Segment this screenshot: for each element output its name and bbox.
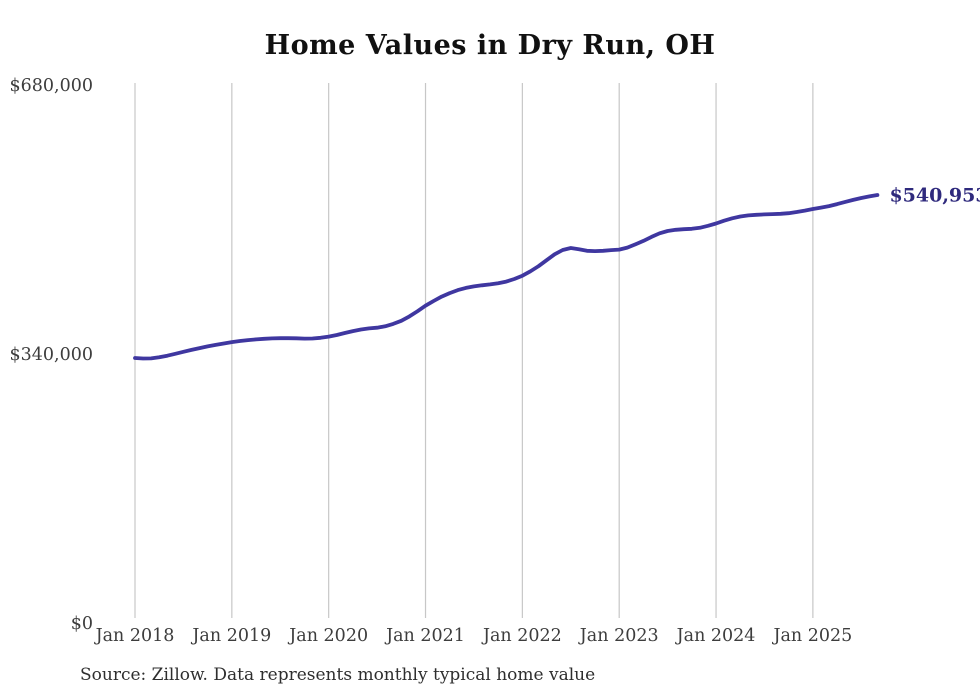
y-axis-tick-label: $340,000 xyxy=(9,345,93,365)
source-note: Source: Zillow. Data represents monthly … xyxy=(80,665,596,685)
y-axis-tick-label: $0 xyxy=(71,614,93,634)
x-axis-tick-label: Jan 2023 xyxy=(578,626,659,646)
home-value-line-series xyxy=(133,193,880,361)
x-axis-tick-label: Jan 2022 xyxy=(481,626,562,646)
x-axis-tick-label: Jan 2021 xyxy=(384,626,465,646)
latest-value-label: $540,953 xyxy=(889,185,980,207)
x-axis-tick-label: Jan 2018 xyxy=(94,626,175,646)
x-axis-tick-label: Jan 2025 xyxy=(771,626,852,646)
x-axis-tick-label: Jan 2024 xyxy=(675,626,756,646)
y-axis-tick-label: $680,000 xyxy=(9,76,93,96)
x-axis-tick-label: Jan 2019 xyxy=(190,626,271,646)
x-axis-tick-label: Jan 2020 xyxy=(287,626,368,646)
chart-title: Home Values in Dry Run, OH xyxy=(264,30,716,61)
